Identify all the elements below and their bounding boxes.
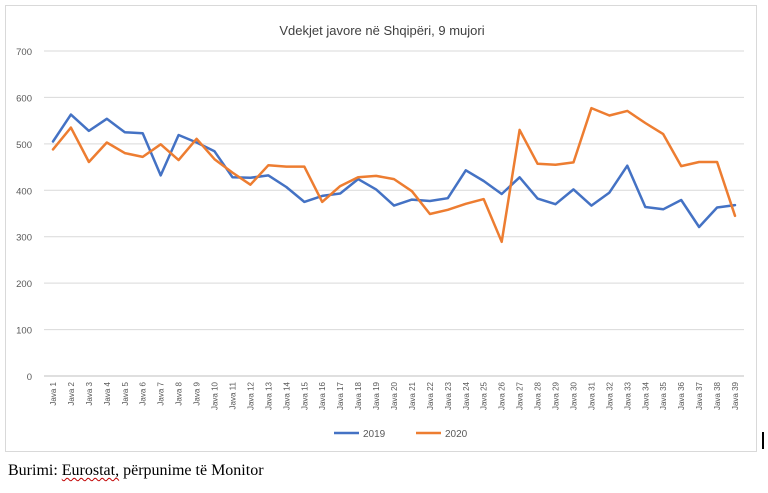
source-note: Burimi: Eurostat, përpunime të Monitor bbox=[8, 462, 264, 480]
y-tick-label: 0 bbox=[27, 372, 32, 383]
x-tick-label: Java 38 bbox=[713, 381, 722, 410]
x-tick-label: Java 20 bbox=[390, 381, 399, 410]
x-tick-label: Java 32 bbox=[605, 381, 614, 410]
source-label: Burimi: bbox=[8, 462, 58, 479]
x-tick-label: Java 19 bbox=[372, 381, 381, 410]
legend: 2019 2020 bbox=[334, 429, 468, 440]
x-tick-label: Java 27 bbox=[516, 381, 525, 410]
x-tick-label: Java 34 bbox=[641, 381, 650, 410]
series-line-2019 bbox=[51, 113, 737, 229]
x-tick-label: Java 7 bbox=[157, 381, 166, 405]
y-tick-label: 600 bbox=[16, 93, 32, 104]
data-series bbox=[51, 106, 737, 244]
x-tick-label: Java 2 bbox=[67, 381, 76, 405]
x-tick-label: Java 6 bbox=[139, 381, 148, 405]
x-tick-label: Java 24 bbox=[462, 381, 471, 410]
x-tick-label: Java 31 bbox=[587, 381, 596, 410]
x-tick-label: Java 22 bbox=[426, 381, 435, 410]
source-rest: përpunime të Monitor bbox=[123, 462, 264, 479]
x-tick-label: Java 39 bbox=[731, 381, 740, 410]
x-tick-label: Java 17 bbox=[336, 381, 345, 410]
x-tick-label: Java 33 bbox=[623, 381, 632, 410]
x-tick-label: Java 21 bbox=[408, 381, 417, 410]
x-tick-label: Java 36 bbox=[677, 381, 686, 410]
x-tick-label: Java 10 bbox=[211, 381, 220, 410]
y-tick-label: 700 bbox=[16, 47, 32, 58]
x-tick-label: Java 9 bbox=[193, 381, 202, 405]
y-tick-label: 400 bbox=[16, 186, 32, 197]
x-tick-label: Java 26 bbox=[498, 381, 507, 410]
text-cursor bbox=[762, 432, 764, 449]
x-axis: Java 1 Java 2 Java 3 Java 4 Java 5 Java 6 Java… bbox=[44, 375, 744, 410]
legend-label-2019: 2019 bbox=[363, 429, 386, 440]
x-tick-label: Java 37 bbox=[695, 381, 704, 410]
x-tick-label: Java 29 bbox=[552, 381, 561, 410]
chart-area: Vdekjet javore në Shqipëri, 9 mujori 0 10… bbox=[5, 5, 757, 452]
x-tick-label: Java 16 bbox=[318, 381, 327, 410]
source-name: Eurostat, bbox=[61, 462, 120, 479]
y-axis: 0 100 200 300 400 500 600 700 bbox=[16, 47, 32, 383]
x-tick-label: Java 12 bbox=[246, 381, 255, 410]
y-tick-label: 200 bbox=[16, 279, 32, 290]
x-tick-label: Java 8 bbox=[175, 381, 184, 405]
x-tick-label: Java 18 bbox=[354, 381, 363, 410]
series-line-2020 bbox=[51, 106, 737, 244]
x-tick-label: Java 3 bbox=[85, 381, 94, 405]
y-tick-label: 100 bbox=[16, 326, 32, 337]
x-tick-label: Java 5 bbox=[121, 381, 130, 405]
x-tick-label: Java 1 bbox=[49, 381, 58, 405]
x-tick-label: Java 30 bbox=[569, 381, 578, 410]
y-tick-label: 500 bbox=[16, 140, 32, 151]
x-tick-label: Java 13 bbox=[264, 381, 273, 410]
x-tick-label: Java 25 bbox=[480, 381, 489, 410]
x-tick-label: Java 35 bbox=[659, 381, 668, 410]
chart-title: Vdekjet javore në Shqipëri, 9 mujori bbox=[279, 23, 484, 38]
y-tick-label: 300 bbox=[16, 233, 32, 244]
x-tick-label: Java 23 bbox=[444, 381, 453, 410]
x-tick-label: Java 28 bbox=[534, 381, 543, 410]
x-tick-label: Java 4 bbox=[103, 381, 112, 405]
weekly-deaths-chart: Vdekjet javore në Shqipëri, 9 mujori 0 10… bbox=[16, 23, 744, 440]
legend-label-2020: 2020 bbox=[445, 429, 468, 440]
x-tick-label: Java 14 bbox=[282, 381, 291, 410]
x-tick-label: Java 11 bbox=[228, 381, 237, 409]
x-tick-label: Java 15 bbox=[300, 381, 309, 410]
